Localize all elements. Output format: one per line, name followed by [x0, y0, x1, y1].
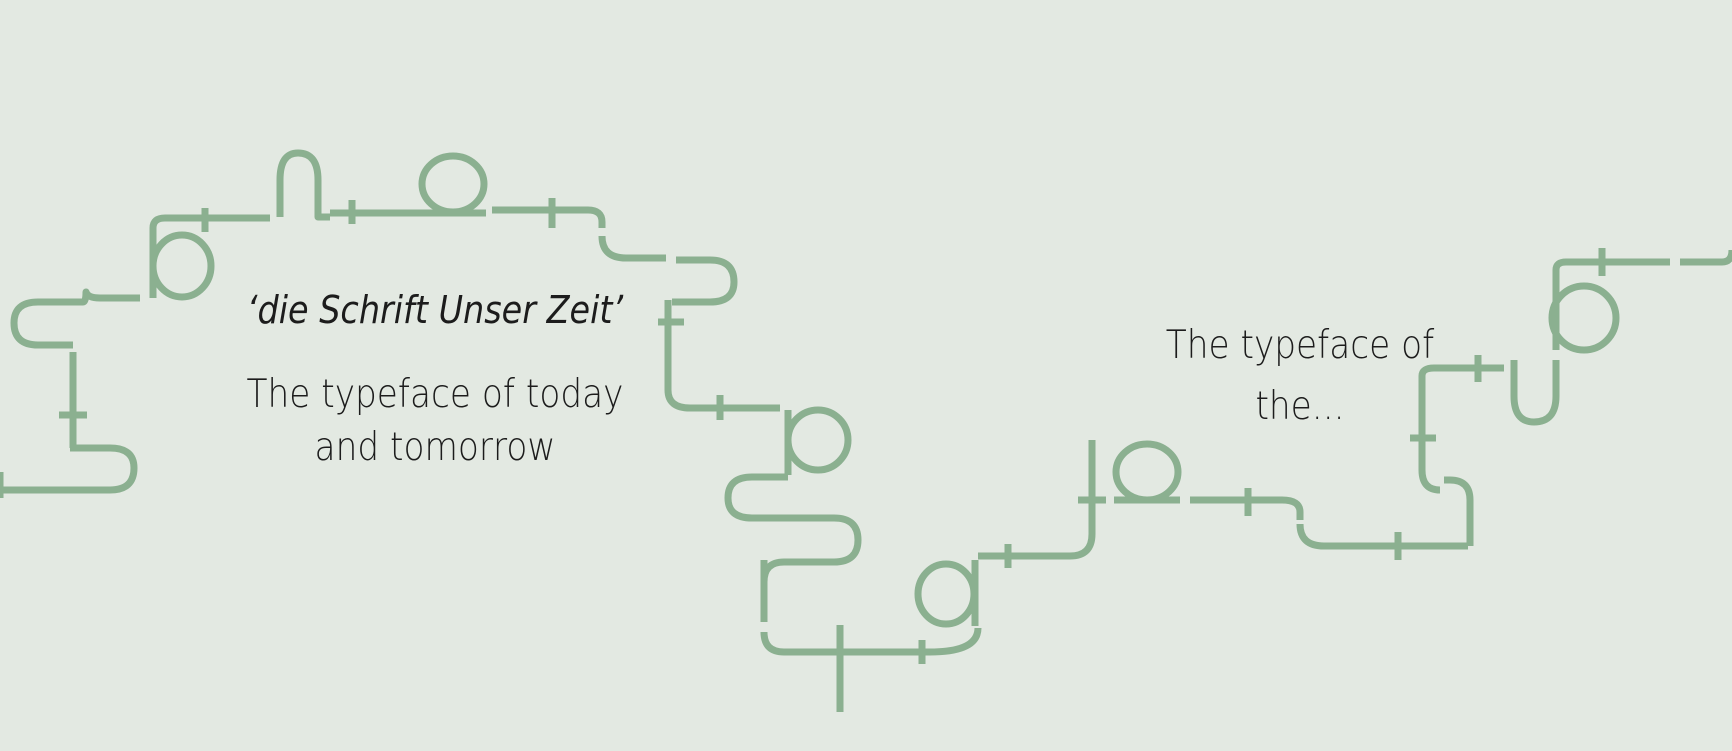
quote-caption: ‘die Schrift Unser Zeit’	[233, 288, 638, 332]
path-segment-o2-right	[1190, 496, 1304, 520]
glyph-t-2	[1410, 376, 1441, 494]
tagline-2-line-2: the...	[1255, 384, 1345, 429]
tagline-typeface-of-the: The typeface of the...	[1159, 315, 1441, 437]
quote-text: ‘die Schrift Unser Zeit’	[246, 288, 624, 332]
glyph-b-2	[1552, 258, 1620, 350]
glyph-r	[760, 558, 792, 622]
path-segment-o-right	[492, 206, 606, 228]
tagline-today-tomorrow: The typeface of today and tomorrow	[233, 368, 638, 474]
glyph-b-1	[149, 214, 270, 298]
path-segment-s	[724, 473, 862, 566]
tagline-1-line-2: and tomorrow	[314, 425, 556, 470]
path-segment-t2-top	[1418, 364, 1504, 377]
glyph-n	[276, 149, 330, 221]
path-segment-a-o	[978, 440, 1096, 560]
path-segment-left-bottom	[0, 444, 138, 494]
glyph-p	[784, 406, 852, 475]
glyph-t-stem	[664, 300, 780, 412]
glyph-b-1-bowl	[149, 231, 215, 301]
path-segment-turn-2	[672, 256, 738, 306]
glyph-b-2-bowl	[1548, 282, 1620, 354]
path-segment-bottom	[760, 627, 982, 656]
glyph-u	[1510, 360, 1560, 426]
glyph-r-2	[1444, 476, 1474, 546]
glyph-o	[418, 152, 488, 216]
path-segment-turn-3	[1296, 523, 1468, 550]
path-segment-left-top	[10, 288, 140, 349]
path-segment-b2-right	[1620, 249, 1732, 266]
path-cross-bottom-long	[826, 625, 852, 712]
glyph-o-2	[1112, 440, 1182, 504]
path-segment-turn-1	[598, 235, 666, 262]
tagline-2-line-1: The typeface of	[1165, 323, 1435, 368]
tagline-1-line-1: The typeface of today	[246, 372, 624, 417]
glyph-a	[914, 560, 979, 628]
